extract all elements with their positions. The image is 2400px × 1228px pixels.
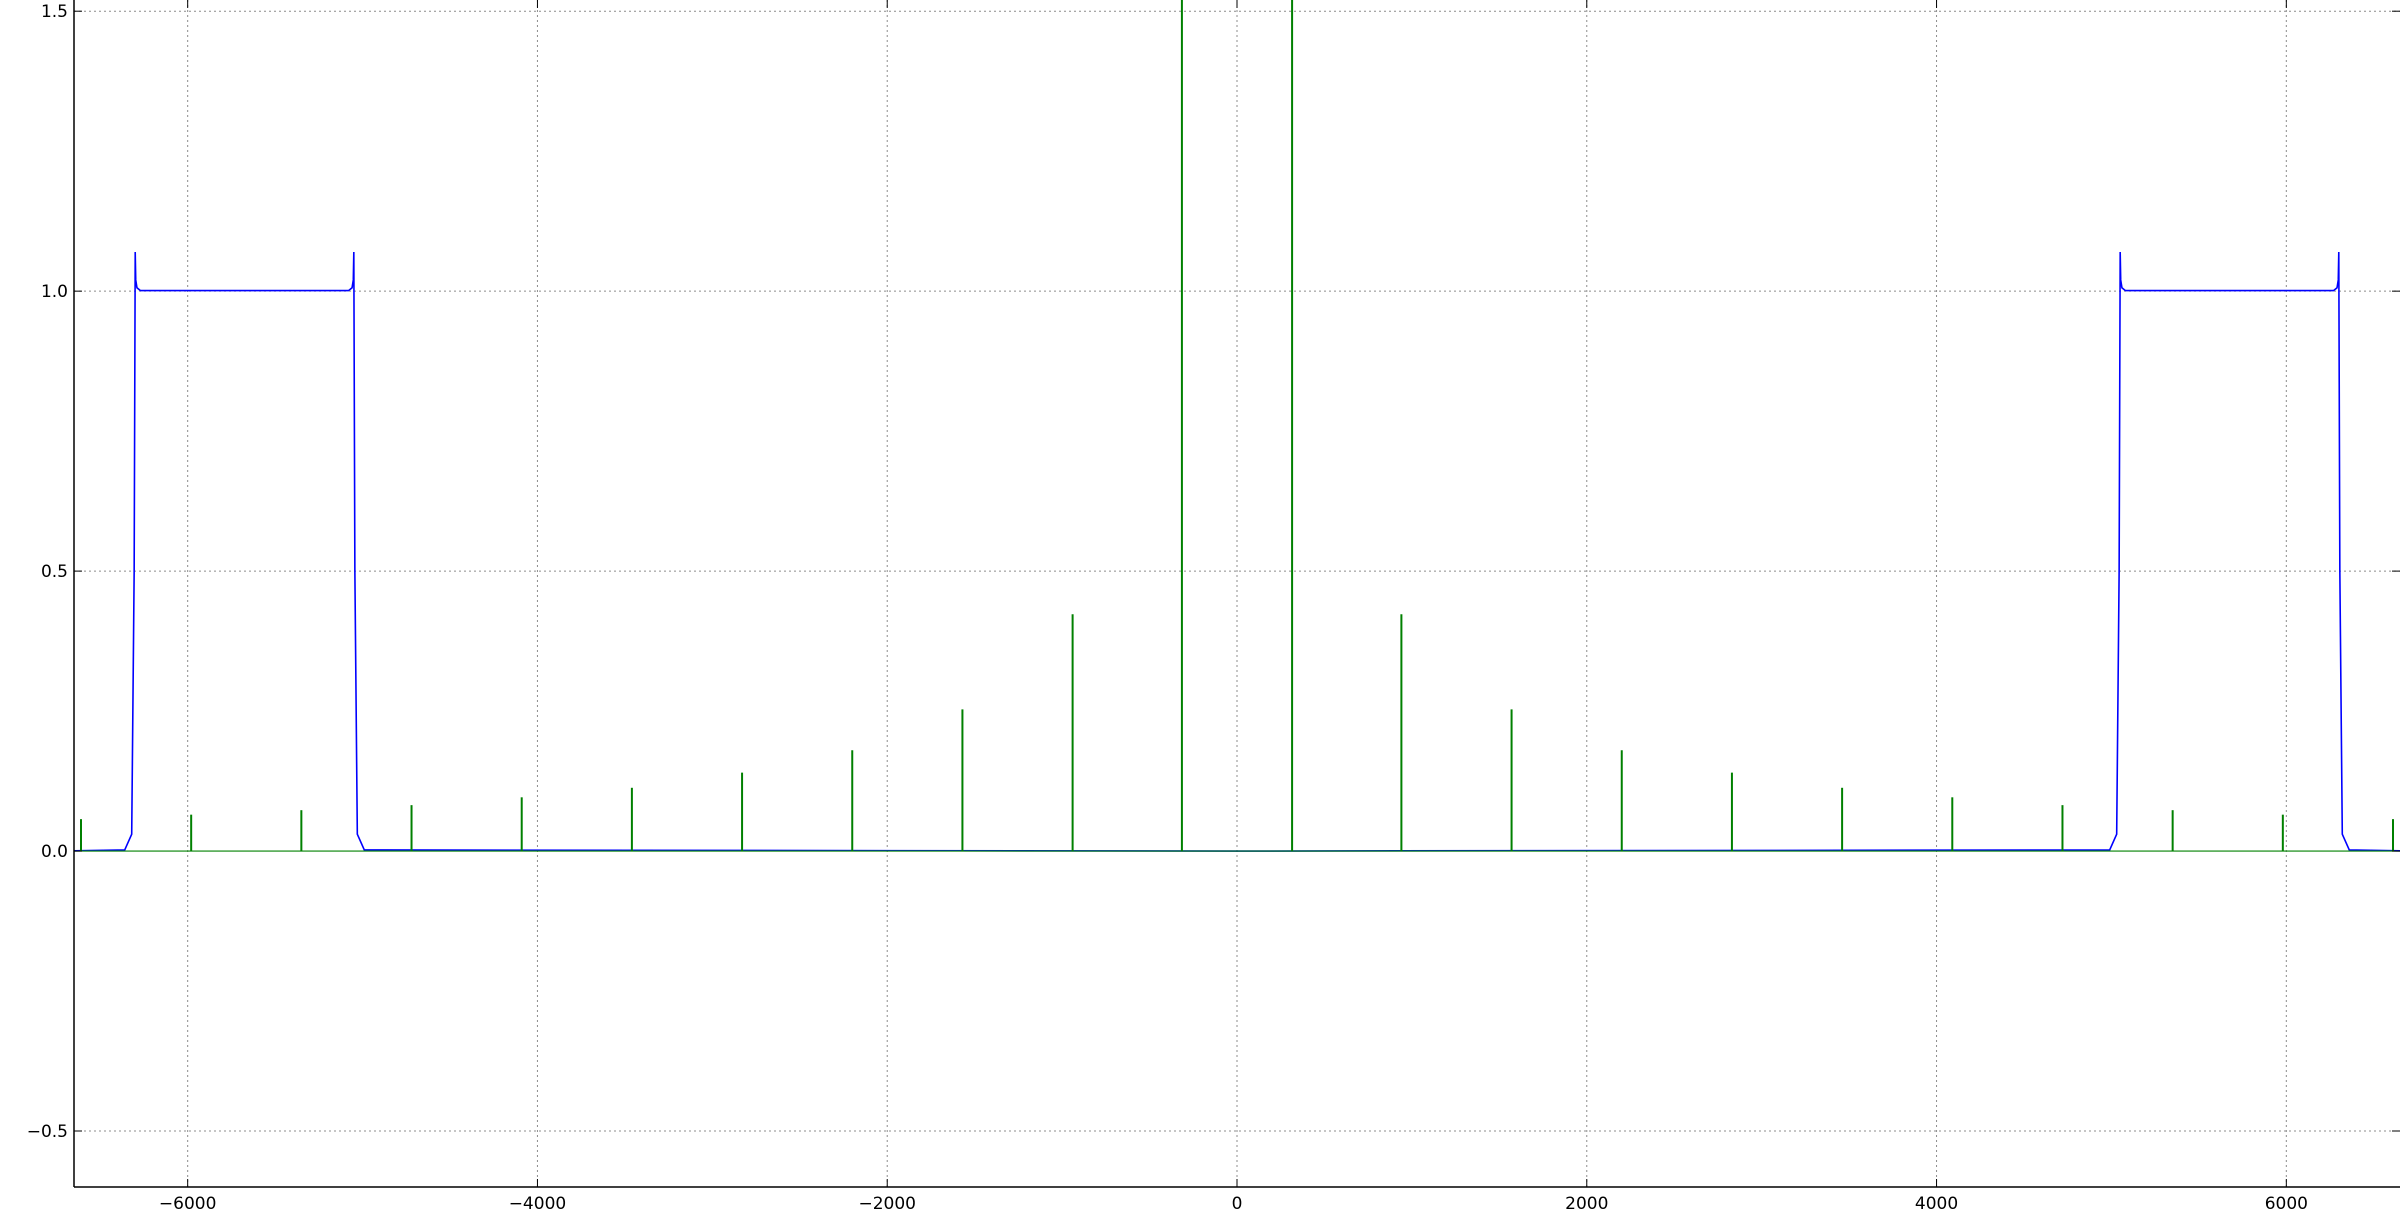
x-tick-label: 2000 <box>1565 1194 1608 1214</box>
x-tick-label: 0 <box>1232 1194 1243 1214</box>
axes-layer <box>73 0 2400 1188</box>
grid-layer <box>74 0 2400 1187</box>
y-tick-label: 1.0 <box>41 282 68 302</box>
passband-curve <box>1236 251 2400 852</box>
y-tick-label: −0.5 <box>27 1122 68 1142</box>
x-tick-label: −6000 <box>159 1194 217 1214</box>
y-tick-label: 0.5 <box>41 562 68 582</box>
y-tick-label: 1.5 <box>41 2 68 22</box>
tick-layer: −6000 −4000 −2000 0 2000 4000 6000 −0.5 0.0 0.5 1.… <box>27 0 2400 1214</box>
passband-curve <box>74 251 1238 852</box>
x-tick-label: −2000 <box>858 1194 916 1214</box>
x-tick-label: 4000 <box>1915 1194 1958 1214</box>
x-tick-label: −4000 <box>509 1194 567 1214</box>
y-tick-label: 0.0 <box>41 842 68 862</box>
series-layer <box>74 0 2400 852</box>
x-tick-label: 6000 <box>2265 1194 2308 1214</box>
